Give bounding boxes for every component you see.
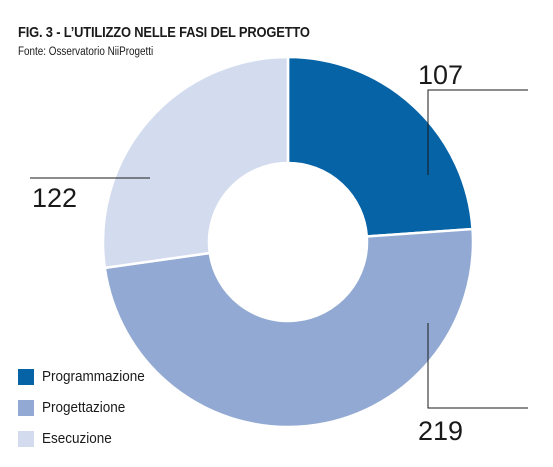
legend-item-esecuzione: Esecuzione bbox=[18, 423, 156, 454]
data-label-progettazione: 219 bbox=[418, 416, 463, 446]
chart-title: FIG. 3 - L’UTILIZZO NELLE FASI DEL PROGE… bbox=[18, 24, 310, 41]
chart-source: Fonte: Osservatorio NiiProgetti bbox=[18, 46, 154, 58]
leader-line-progettazione bbox=[427, 323, 528, 409]
legend: Programmazione Progettazione Esecuzione bbox=[18, 361, 156, 454]
legend-label-esecuzione: Esecuzione bbox=[42, 430, 112, 447]
slice-progettazione bbox=[103, 227, 475, 429]
legend-item-programmazione: Programmazione bbox=[18, 361, 156, 392]
legend-label-progettazione: Progettazione bbox=[42, 399, 126, 416]
data-labels: 107 219 122 bbox=[32, 60, 463, 446]
data-label-esecuzione: 122 bbox=[32, 183, 77, 213]
legend-swatch-programmazione bbox=[18, 368, 34, 385]
legend-item-progettazione: Progettazione bbox=[18, 392, 156, 423]
data-label-programmazione: 107 bbox=[418, 60, 463, 90]
leader-lines bbox=[30, 89, 528, 409]
legend-swatch-esecuzione bbox=[18, 430, 34, 447]
slice-programmazione bbox=[286, 55, 474, 238]
legend-swatch-progettazione bbox=[18, 399, 34, 416]
slice-esecuzione bbox=[101, 55, 290, 270]
donut-slices bbox=[101, 55, 475, 429]
leader-line-programmazione bbox=[427, 89, 528, 175]
legend-label-programmazione: Programmazione bbox=[42, 368, 145, 385]
